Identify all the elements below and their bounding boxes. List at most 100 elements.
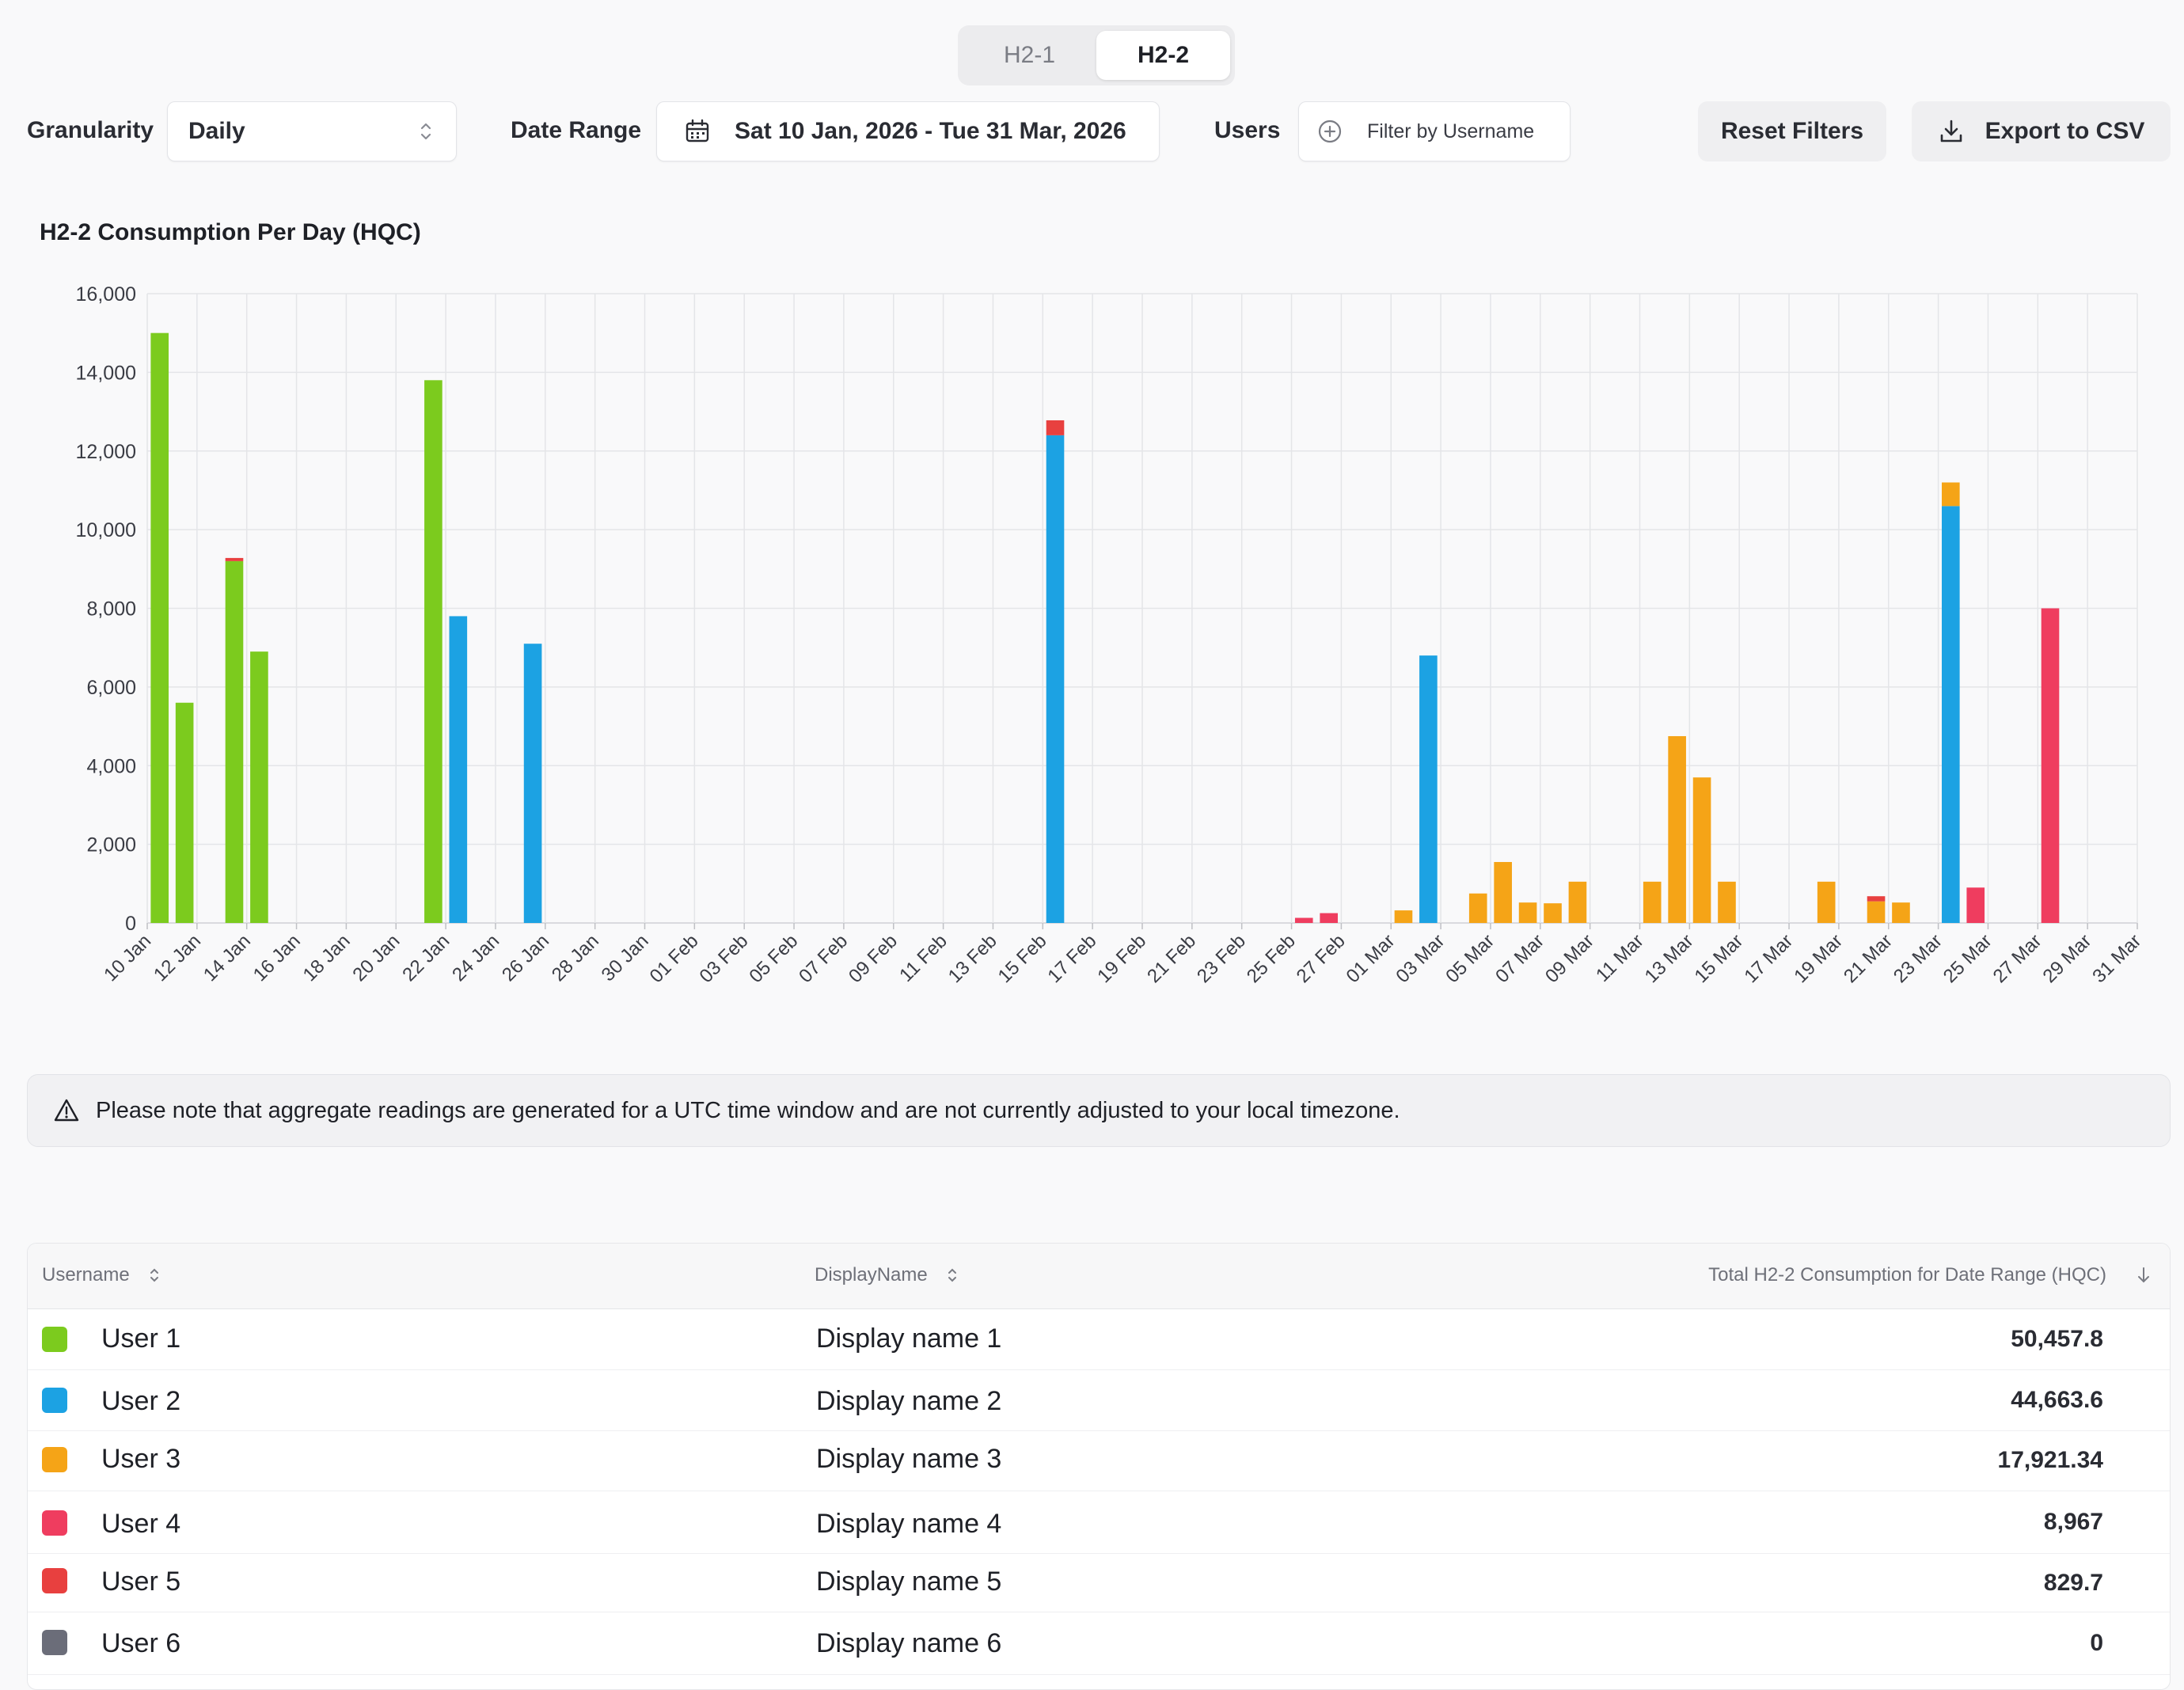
notice-text: Please note that aggregate readings are … <box>96 1097 1400 1123</box>
sort-icon <box>149 1264 160 1286</box>
displayname-cell: Display name 2 <box>816 1386 1002 1416</box>
x-tick-label: 16 Jan <box>249 930 305 986</box>
x-tick-label: 21 Mar <box>1840 930 1897 987</box>
x-tick-label: 03 Feb <box>696 930 753 987</box>
download-icon <box>1938 118 1965 145</box>
date-range-picker[interactable]: Sat 10 Jan, 2026 - Tue 31 Mar, 2026 <box>656 101 1160 161</box>
chart-bar <box>1892 902 1910 923</box>
user-filter-input[interactable]: Filter by Username <box>1298 101 1571 161</box>
chart-bar <box>150 332 169 923</box>
x-tick-label: 22 Jan <box>398 930 454 986</box>
reset-filters-button[interactable]: Reset Filters <box>1698 101 1886 161</box>
username-cell: User 2 <box>101 1386 181 1416</box>
x-tick-label: 07 Mar <box>1491 930 1548 987</box>
y-tick-label: 8,000 <box>86 598 136 621</box>
consumption-table: Username DisplayName Total H2-2 Consumpt… <box>27 1243 2171 1690</box>
tab-h2-2[interactable]: H2-2 <box>1096 31 1230 80</box>
granularity-select[interactable]: Daily <box>167 101 457 161</box>
tab-h2-1[interactable]: H2-1 <box>1003 42 1056 68</box>
y-tick-label: 2,000 <box>86 834 136 856</box>
user-color-swatch <box>42 1510 67 1536</box>
x-tick-label: 07 Feb <box>795 930 852 987</box>
x-tick-label: 09 Mar <box>1541 930 1598 987</box>
chart-bar <box>1817 881 1836 923</box>
export-csv-button[interactable]: Export to CSV <box>1912 101 2171 161</box>
user-color-swatch <box>42 1447 67 1472</box>
x-tick-label: 14 Jan <box>199 930 255 986</box>
x-tick-label: 30 Jan <box>598 930 653 986</box>
x-tick-label: 01 Feb <box>646 930 703 987</box>
table-row[interactable]: User 5 Display name 5 829.7 <box>28 1554 2170 1612</box>
consumption-bar-chart: 0 2,000 4,000 6,000 8,000 10,000 12,000 14,000 1… <box>76 283 2146 987</box>
x-tick-label: 13 Feb <box>944 930 1001 987</box>
plus-circle-icon <box>1316 118 1343 145</box>
y-tick-label: 12,000 <box>76 441 136 463</box>
tab-group: H2-1 H2-2 <box>958 25 1235 85</box>
total-cell: 44,663.6 <box>2011 1387 2103 1413</box>
displayname-column-header[interactable]: DisplayName <box>815 1264 958 1286</box>
total-cell: 829.7 <box>2043 1570 2103 1596</box>
x-tick-label: 15 Mar <box>1691 930 1748 987</box>
table-header: Username DisplayName Total H2-2 Consumpt… <box>28 1244 2170 1309</box>
user-color-swatch <box>42 1388 67 1413</box>
chart-bar <box>1544 903 1562 923</box>
total-column-header[interactable]: Total H2-2 Consumption for Date Range (H… <box>1708 1264 2151 1286</box>
x-tick-label: 26 Jan <box>498 930 553 986</box>
chart-bar <box>1718 881 1736 923</box>
displayname-cell: Display name 6 <box>816 1628 1002 1658</box>
table-row[interactable]: User 1 Display name 1 50,457.8 <box>28 1309 2170 1370</box>
displayname-cell: Display name 4 <box>816 1509 1002 1539</box>
x-tick-label: 03 Mar <box>1392 930 1449 987</box>
table-row[interactable]: User 3 Display name 3 17,921.34 <box>28 1431 2170 1491</box>
table-row[interactable]: User 2 Display name 2 44,663.6 <box>28 1370 2170 1431</box>
users-label: Users <box>1214 117 1281 143</box>
x-tick-label: 19 Feb <box>1093 930 1150 987</box>
x-tick-label: 11 Feb <box>895 930 951 986</box>
chart-bar <box>1941 506 1960 923</box>
chart-bar <box>449 616 468 923</box>
chart-bar <box>1046 420 1065 435</box>
y-tick-label: 4,000 <box>86 755 136 777</box>
username-cell: User 3 <box>101 1444 181 1474</box>
chart-bar <box>1394 910 1413 923</box>
chart-bar <box>1867 896 1886 902</box>
chart-bar <box>1320 913 1339 923</box>
export-csv-label: Export to CSV <box>1985 118 2145 144</box>
table-row[interactable]: User 6 Display name 6 0 <box>28 1612 2170 1675</box>
chart-bar <box>2041 608 2060 923</box>
chart-bar <box>424 380 442 923</box>
x-tick-label: 23 Feb <box>1193 930 1250 987</box>
displayname-cell: Display name 1 <box>816 1324 1002 1354</box>
chart-bar <box>523 644 542 923</box>
timezone-notice: Please note that aggregate readings are … <box>27 1074 2171 1147</box>
x-tick-label: 25 Mar <box>1939 930 1996 987</box>
y-tick-label: 6,000 <box>86 677 136 699</box>
y-tick-label: 0 <box>125 913 136 935</box>
x-tick-label: 27 Feb <box>1293 930 1350 987</box>
granularity-label: Granularity <box>27 117 154 143</box>
chart-bar <box>1966 887 1985 923</box>
x-tick-label: 23 Mar <box>1890 930 1947 987</box>
chart-bar <box>1568 881 1587 923</box>
username-cell: User 6 <box>101 1628 181 1658</box>
displayname-cell: Display name 5 <box>816 1567 1002 1597</box>
username-header-label: Username <box>42 1264 130 1286</box>
username-cell: User 4 <box>101 1509 181 1539</box>
chart-bar <box>1941 482 1960 507</box>
username-column-header[interactable]: Username <box>42 1264 160 1286</box>
table-row[interactable]: User 4 Display name 4 8,967 <box>28 1491 2170 1554</box>
chart-bar <box>250 651 268 923</box>
x-tick-label: 25 Feb <box>1243 930 1300 987</box>
x-tick-label: 11 Mar <box>1592 930 1648 986</box>
chart-bar <box>225 557 244 561</box>
x-tick-label: 27 Mar <box>1989 930 2046 987</box>
total-cell: 17,921.34 <box>1997 1447 2103 1473</box>
warning-icon <box>53 1097 80 1124</box>
x-tick-label: 21 Feb <box>1143 930 1200 987</box>
x-tick-label: 15 Feb <box>994 930 1051 987</box>
x-tick-label: 13 Mar <box>1641 930 1698 987</box>
x-tick-label: 12 Jan <box>150 930 205 986</box>
y-tick-label: 10,000 <box>76 519 136 541</box>
chart-bar <box>1046 435 1065 923</box>
total-header-label: Total H2-2 Consumption for Date Range (H… <box>1708 1264 2106 1286</box>
